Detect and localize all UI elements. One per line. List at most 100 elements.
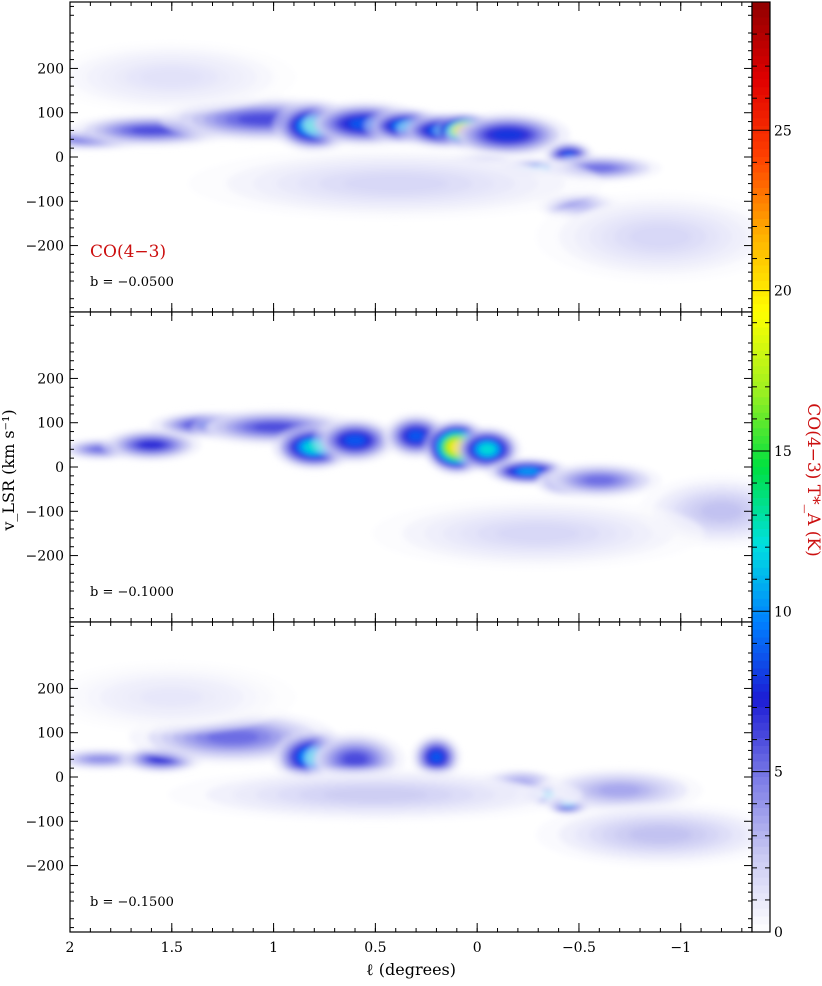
colorbar-tick-label: 10 <box>774 604 792 620</box>
colorbar-segment <box>752 591 770 600</box>
y-tick-label: 200 <box>37 681 64 697</box>
emission-blob <box>344 434 366 447</box>
colorbar-segment <box>752 56 770 65</box>
colorbar-tick-label: 20 <box>774 284 792 300</box>
colorbar-segment <box>752 17 770 26</box>
panel-3: 200 100 0 −100 −200 b = −0.1500 <box>26 621 753 933</box>
y-tick-label: 0 <box>55 150 64 166</box>
colorbar-segment <box>752 792 770 801</box>
colorbar-tick-label: 25 <box>774 123 792 139</box>
colorbar-segment <box>752 893 770 902</box>
colorbar-segment <box>752 529 770 538</box>
colorbar-segment <box>752 451 770 460</box>
colorbar-segment <box>752 164 770 174</box>
colorbar-segment <box>752 691 770 701</box>
emission-blob <box>342 752 368 767</box>
colorbar-segment <box>752 614 770 623</box>
y-tick-label: 100 <box>37 726 64 742</box>
colorbar-segment <box>752 839 770 848</box>
colorbar-segment <box>752 312 770 321</box>
panel-b-label: b = −0.0500 <box>90 275 174 290</box>
colorbar-segment <box>752 653 770 662</box>
y-tick-label: 200 <box>37 61 64 77</box>
colorbar-segment <box>752 9 770 19</box>
colorbar-segment <box>752 79 770 88</box>
colorbar-segment <box>752 412 770 422</box>
emission-blob <box>140 688 204 707</box>
colorbar-segment <box>752 180 770 189</box>
colorbar-segment <box>752 366 770 375</box>
y-tick-label: −100 <box>26 504 64 520</box>
emission-blob <box>140 68 204 87</box>
colorbar-segment <box>752 141 770 150</box>
colorbar-segment <box>752 777 770 786</box>
colorbar-segment <box>752 102 770 112</box>
colorbar-segment <box>752 722 770 732</box>
colorbar-segment <box>752 854 770 863</box>
emission-blob <box>628 225 692 249</box>
colorbar-segment <box>752 133 770 143</box>
colorbar-segment <box>752 676 770 685</box>
colorbar-tick-label: 15 <box>774 444 792 460</box>
colorbar-segment <box>752 405 770 414</box>
colorbar-segment <box>752 746 770 755</box>
colorbar-segment <box>752 521 770 530</box>
colorbar-segment <box>752 281 770 290</box>
emission-blob <box>343 174 449 193</box>
emission-blob <box>130 126 173 135</box>
emission-blob <box>700 502 743 521</box>
y-tick-label: 0 <box>55 770 64 786</box>
emission-blob <box>206 730 260 745</box>
colorbar-segment <box>752 583 770 592</box>
colorbar-segment <box>752 71 770 81</box>
colorbar-segment <box>752 397 770 406</box>
colorbar-segment <box>752 358 770 367</box>
x-tick-label: −1 <box>670 940 691 956</box>
emission-blob <box>583 164 616 172</box>
colorbar-segment <box>752 924 770 933</box>
colorbar-segment <box>752 598 770 608</box>
colorbar-segment <box>752 381 770 391</box>
panel-b-label: b = −0.1500 <box>90 895 174 910</box>
colorbar-segment <box>752 808 770 817</box>
emission-blob <box>628 826 692 843</box>
colorbar-segment <box>752 877 770 887</box>
colorbar-segment <box>752 637 770 646</box>
y-tick-label: 100 <box>37 106 64 122</box>
y-tick-label: −200 <box>26 549 64 565</box>
colorbar-segment <box>752 823 770 832</box>
colorbar-segment <box>752 203 770 212</box>
colorbar-segment <box>752 443 770 453</box>
panel-background <box>70 312 752 622</box>
emission-blob <box>583 475 616 485</box>
emission-blob <box>138 440 165 449</box>
colorbar-segment <box>752 64 770 73</box>
colorbar-segment <box>752 195 770 205</box>
y-tick-label: 0 <box>55 460 64 476</box>
colorbar-segment <box>752 95 770 104</box>
emission-blob <box>322 787 428 802</box>
colorbar-segment <box>752 784 770 794</box>
colorbar-segment <box>752 48 770 57</box>
x-tick-label: 1 <box>269 940 278 956</box>
colorbar-segment <box>752 800 770 809</box>
emission-blob <box>252 422 295 432</box>
x-axis-title: ℓ (degrees) <box>366 960 456 979</box>
colorbar-segment <box>752 544 770 553</box>
colorbar-segment <box>752 575 770 584</box>
colorbar-segment <box>752 474 770 484</box>
colorbar-segment <box>752 250 770 259</box>
colorbar-segment <box>752 273 770 282</box>
colorbar-segment <box>752 552 770 561</box>
colorbar-segment <box>752 916 770 925</box>
colorbar-segment <box>752 428 770 437</box>
colorbar-segment <box>752 265 770 274</box>
colorbar-segment <box>752 226 770 236</box>
colorbar-segment <box>752 761 770 770</box>
colorbar-segment <box>752 684 770 693</box>
colorbar-segment <box>752 815 770 825</box>
colorbar-segment <box>752 467 770 476</box>
colorbar-segment <box>752 699 770 708</box>
